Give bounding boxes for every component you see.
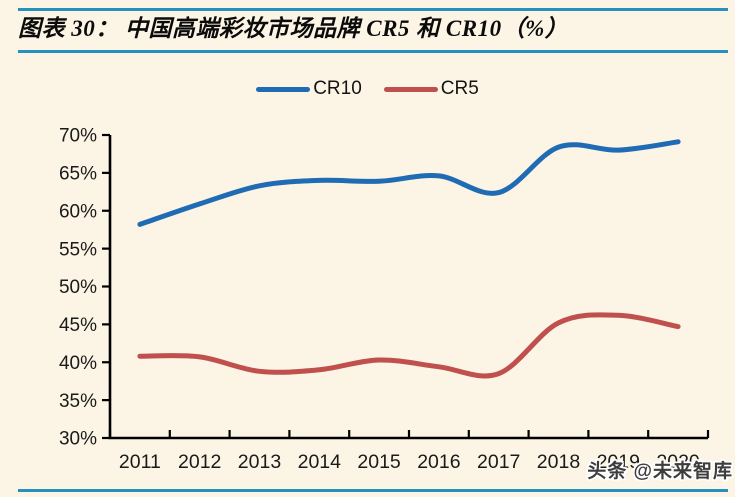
svg-text:30%: 30% — [59, 429, 97, 450]
svg-text:70%: 70% — [59, 126, 97, 147]
svg-text:45%: 45% — [59, 315, 97, 336]
svg-text:2012: 2012 — [178, 451, 221, 473]
svg-text:2013: 2013 — [238, 451, 281, 473]
figure-title: 图表 30： 中国高端彩妆市场品牌 CR5 和 CR10（%） — [18, 16, 569, 41]
legend-item-cr10: CR10 — [256, 78, 362, 100]
svg-text:2014: 2014 — [298, 451, 342, 473]
svg-text:2016: 2016 — [417, 451, 460, 473]
svg-text:2015: 2015 — [357, 451, 401, 473]
svg-text:65%: 65% — [59, 164, 97, 185]
line-chart: 30% 35% 40% 45% 50% 55% 60% 65% 70% 2011 2012 2013 2… — [59, 126, 710, 473]
svg-text:2020: 2020 — [656, 451, 700, 473]
bottom-divider — [18, 489, 728, 492]
legend-label-cr5: CR5 — [440, 78, 479, 99]
cr10-line-swatch — [256, 86, 311, 92]
title-divider — [18, 50, 728, 53]
svg-text:35%: 35% — [59, 391, 97, 412]
svg-text:55%: 55% — [59, 239, 97, 260]
legend-label-cr10: CR10 — [313, 78, 362, 99]
svg-text:50%: 50% — [59, 277, 97, 298]
svg-text:40%: 40% — [59, 353, 97, 374]
svg-text:2018: 2018 — [537, 451, 580, 473]
legend-item-cr5: CR5 — [383, 78, 479, 100]
chart-legend: CR10 CR5 — [0, 78, 735, 100]
watermark: 头条 @未来智库 — [587, 461, 733, 482]
cr5-line-swatch — [383, 86, 438, 92]
svg-text:2011: 2011 — [119, 451, 161, 473]
top-divider — [18, 8, 728, 11]
svg-text:2019: 2019 — [597, 451, 640, 473]
svg-text:2017: 2017 — [477, 451, 520, 473]
svg-text:60%: 60% — [59, 201, 97, 222]
